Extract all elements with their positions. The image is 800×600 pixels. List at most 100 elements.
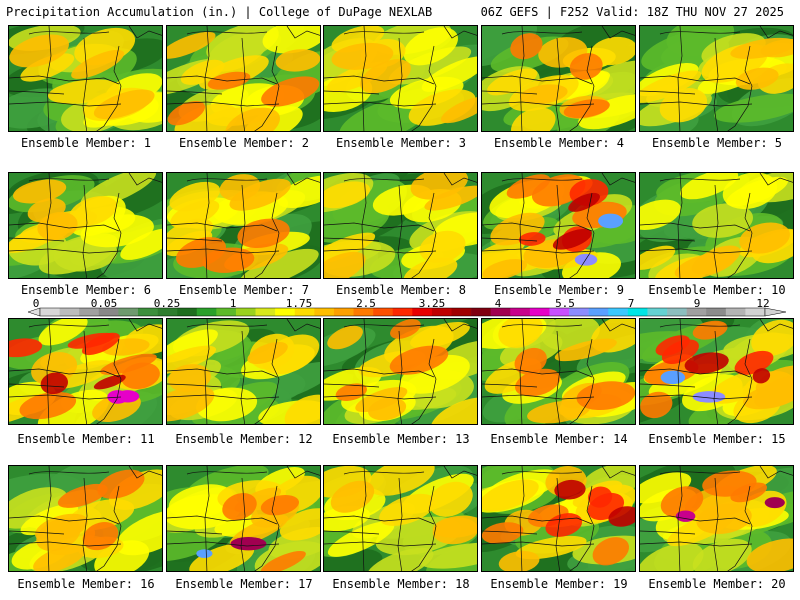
precip-contour bbox=[390, 319, 421, 339]
colorbar-swatch bbox=[471, 308, 491, 316]
precip-contour bbox=[640, 472, 692, 504]
ensemble-member-map bbox=[8, 465, 163, 572]
precip-contour bbox=[608, 506, 635, 527]
state-boundary-line bbox=[9, 530, 65, 535]
state-boundary-line bbox=[677, 173, 683, 278]
precip-contour bbox=[82, 522, 119, 551]
state-boundary-line bbox=[167, 394, 280, 400]
state-boundary-line bbox=[324, 90, 380, 95]
colorbar-tick-label: 4 bbox=[494, 297, 502, 310]
state-boundary-line bbox=[46, 319, 52, 424]
precip-map-svg bbox=[9, 173, 162, 278]
state-boundary-line bbox=[443, 319, 477, 332]
precip-contour bbox=[510, 33, 543, 60]
colorbar-tick-label: 1.75 bbox=[285, 297, 313, 310]
state-boundary-line bbox=[601, 26, 635, 39]
state-boundary-line bbox=[519, 173, 525, 278]
state-boundary-line bbox=[361, 173, 367, 278]
precip-contour bbox=[170, 199, 220, 228]
precip-max-contour bbox=[764, 497, 785, 509]
state-boundary-line bbox=[46, 26, 52, 131]
state-boundary-line bbox=[28, 31, 110, 35]
precip-contour bbox=[506, 174, 551, 199]
precip-map-svg bbox=[324, 466, 477, 571]
state-boundary-line bbox=[204, 173, 210, 278]
precip-contour bbox=[37, 389, 109, 424]
colorbar-swatch bbox=[98, 308, 119, 316]
state-boundary-line bbox=[640, 90, 696, 95]
state-boundary-line bbox=[361, 319, 367, 424]
precip-contour bbox=[692, 538, 752, 571]
state-boundary-line bbox=[501, 324, 583, 328]
colorbar-swatch bbox=[157, 308, 178, 316]
precip-contour bbox=[275, 49, 320, 72]
precip-contour bbox=[640, 391, 673, 419]
precip-map-svg bbox=[482, 26, 635, 131]
colorbar-swatch bbox=[314, 308, 335, 316]
state-boundary-line bbox=[186, 471, 268, 475]
precip-contour bbox=[97, 469, 145, 499]
state-boundary-line bbox=[640, 515, 751, 525]
colorbar-tick-label: 5.5 bbox=[555, 297, 575, 310]
state-boundary-line bbox=[128, 26, 162, 39]
ensemble-member-label: Ensemble Member: 9 bbox=[493, 283, 625, 297]
ensemble-member-label: Ensemble Member: 13 bbox=[332, 432, 470, 446]
precip-contour bbox=[277, 175, 320, 209]
ensemble-member-label: Ensemble Member: 10 bbox=[648, 283, 786, 297]
state-boundary-line bbox=[167, 541, 280, 547]
state-boundary-line bbox=[167, 222, 278, 232]
state-boundary-line bbox=[569, 192, 595, 278]
state-boundary-line bbox=[324, 515, 435, 525]
precip-contour bbox=[739, 222, 790, 254]
ensemble-member-map bbox=[8, 318, 163, 425]
state-boundary-line bbox=[640, 101, 753, 107]
state-boundary-line bbox=[482, 530, 538, 535]
colorbar-swatch bbox=[529, 308, 550, 316]
colorbar-swatch bbox=[510, 308, 531, 316]
state-boundary-line bbox=[727, 192, 753, 278]
state-boundary-line bbox=[240, 184, 246, 278]
state-boundary-line bbox=[82, 184, 88, 278]
state-boundary-line bbox=[411, 338, 437, 424]
colorbar-swatch bbox=[392, 308, 413, 316]
state-boundary-line bbox=[9, 222, 120, 232]
precip-contour bbox=[714, 93, 793, 123]
state-boundary-line bbox=[482, 383, 538, 388]
precip-contour bbox=[403, 257, 458, 278]
ensemble-member-label: Ensemble Member: 1 bbox=[20, 136, 152, 150]
precip-map-svg bbox=[324, 319, 477, 424]
colorbar-swatch bbox=[40, 308, 60, 316]
precip-contour bbox=[754, 375, 793, 409]
colorbar-tick-label: 0.25 bbox=[153, 297, 181, 310]
precip-contour bbox=[360, 59, 411, 94]
state-boundary-line bbox=[128, 319, 162, 332]
precip-map-svg bbox=[640, 466, 793, 571]
ensemble-member-map bbox=[481, 25, 636, 132]
ensemble-member-map bbox=[323, 172, 478, 279]
precip-contour bbox=[121, 362, 160, 390]
state-boundary-line bbox=[397, 37, 403, 131]
colorbar-swatch bbox=[275, 308, 296, 316]
precip-map-svg bbox=[167, 466, 320, 571]
colorbar-swatch bbox=[686, 308, 707, 316]
precip-contour bbox=[432, 515, 477, 538]
state-boundary-line bbox=[286, 173, 320, 186]
state-boundary-line bbox=[443, 466, 477, 479]
ensemble-member-label: Ensemble Member: 16 bbox=[17, 577, 155, 591]
precip-contour bbox=[260, 494, 300, 516]
colorbar-swatch bbox=[412, 308, 433, 316]
state-boundary-line bbox=[640, 394, 753, 400]
ensemble-member-label: Ensemble Member: 17 bbox=[175, 577, 313, 591]
precip-contour bbox=[168, 484, 235, 519]
precip-contour bbox=[120, 228, 162, 260]
colorbar-swatch bbox=[608, 308, 629, 316]
precip-contour bbox=[327, 521, 395, 557]
ensemble-member-label: Ensemble Member: 7 bbox=[178, 283, 310, 297]
colorbar-swatch bbox=[235, 308, 256, 316]
state-boundary-line bbox=[324, 237, 380, 242]
precip-contour bbox=[229, 178, 291, 211]
precip-contour bbox=[238, 248, 319, 278]
precip-contour bbox=[419, 542, 477, 569]
precip-contour bbox=[20, 53, 75, 82]
colorbar-swatch bbox=[177, 308, 198, 316]
